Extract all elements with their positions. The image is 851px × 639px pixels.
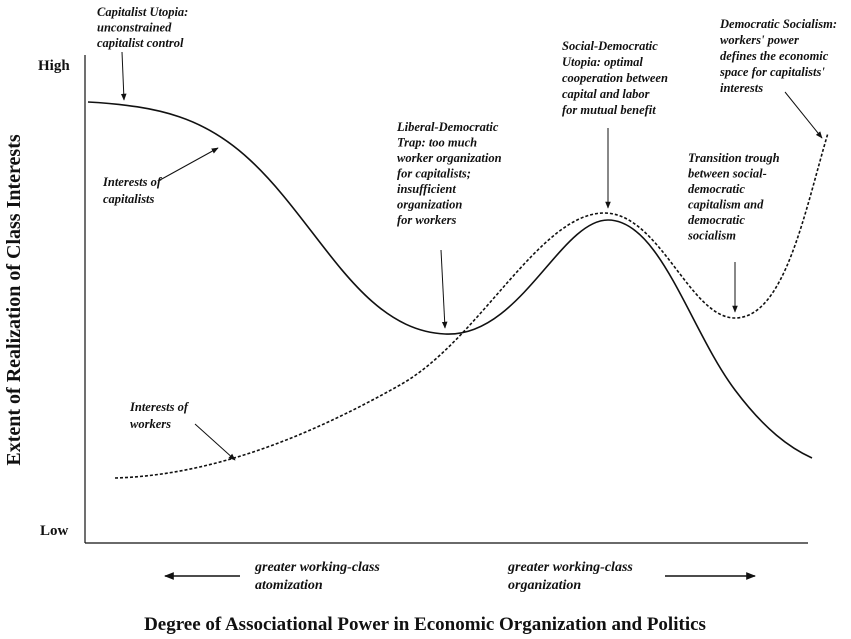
annotation-line: unconstrained: [97, 21, 172, 35]
annotation-line: for workers: [397, 213, 457, 227]
annotation-line: capitalist control: [97, 36, 184, 50]
annotation-line: Trap: too much: [397, 136, 477, 150]
workers-curve: [114, 132, 829, 479]
annotation-line: for capitalists;: [397, 167, 471, 181]
y-high: High: [38, 58, 70, 74]
arrow: [440, 249, 448, 329]
direction-label: greater working-class: [507, 560, 633, 575]
annotation-line: Interests of: [102, 175, 163, 189]
annotation-line: defines the economic: [720, 49, 829, 63]
annotation-line: socialism: [687, 229, 736, 243]
annotation-line: capitalism and: [688, 198, 764, 212]
annotation-line: workers' power: [720, 33, 799, 47]
direction-label: organization: [508, 578, 581, 593]
annotation-line: capital and labor: [562, 87, 650, 101]
annotation-line: democratic: [688, 182, 745, 196]
arrow: [159, 147, 219, 181]
annotation-line: Social-Democratic: [562, 39, 658, 53]
annotation-line: space for capitalists': [719, 65, 825, 79]
arrow: [194, 423, 236, 461]
y-low: Low: [40, 523, 69, 539]
annotation-line: cooperation between: [562, 71, 668, 85]
x-label: Degree of Associational Power in Economi…: [144, 614, 706, 635]
annotation-line: Transition trough: [688, 151, 780, 165]
annotation-line: capitalists: [103, 192, 155, 206]
annotation-line: interests: [720, 81, 763, 95]
direction-label: atomization: [255, 578, 323, 593]
annotation-line: Democratic Socialism:: [719, 17, 837, 31]
capitalists-curve: [87, 101, 813, 459]
annotation-line: between social-: [688, 167, 767, 181]
annotation-line: Interests of: [129, 400, 190, 414]
annotation-line: democratic: [688, 213, 745, 227]
arrow: [120, 51, 127, 101]
annotation-line: Utopia: optimal: [562, 55, 643, 69]
annotation-line: workers: [130, 417, 171, 431]
direction-label: greater working-class: [254, 560, 380, 575]
annotation-line: Capitalist Utopia:: [97, 5, 188, 19]
annotation-line: insufficient: [397, 182, 456, 196]
arrow: [784, 91, 823, 139]
y-label: Extent of Realization of Class Interests: [3, 134, 25, 465]
annotation-line: for mutual benefit: [562, 103, 656, 117]
annotation-line: worker organization: [397, 151, 502, 165]
annotation-line: Liberal-Democratic: [396, 120, 499, 134]
annotation-line: organization: [397, 198, 462, 212]
